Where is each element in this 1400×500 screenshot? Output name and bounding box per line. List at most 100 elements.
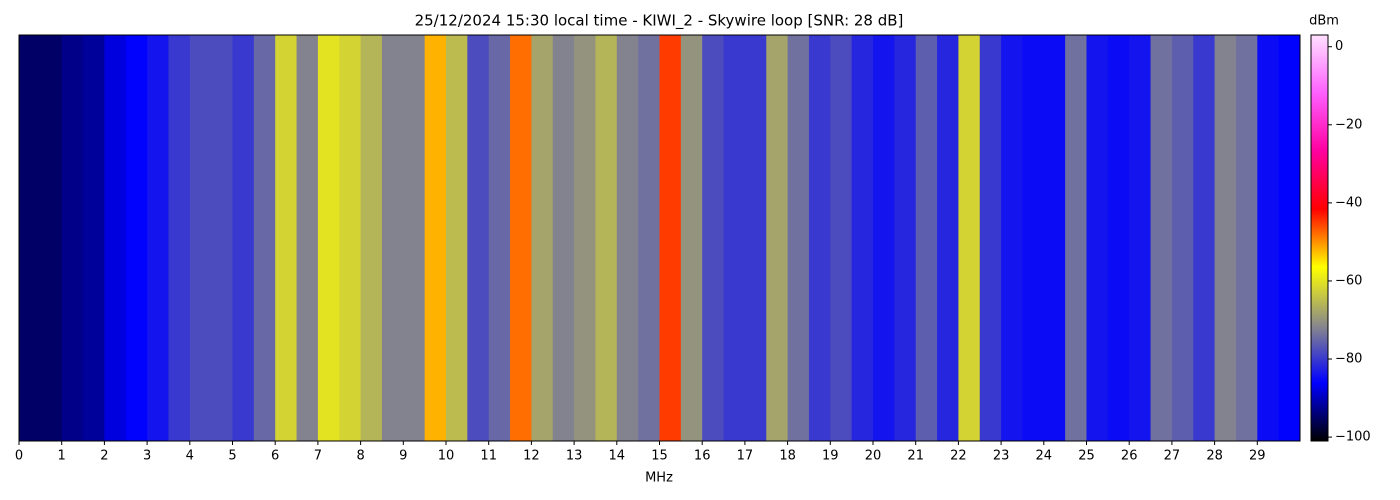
heatmap-cell: [851, 35, 874, 441]
heatmap-cell: [531, 35, 554, 441]
heatmap-cell: [574, 35, 596, 441]
x-tick-label: 27: [1164, 449, 1181, 464]
heatmap-cell: [894, 35, 917, 441]
heatmap-cell: [808, 35, 831, 441]
x-tick-label: 16: [694, 449, 711, 464]
heatmap-cell: [40, 35, 63, 441]
x-tick-label: 18: [779, 449, 796, 464]
x-tick-label: 22: [950, 449, 967, 464]
heatmap-cell: [360, 35, 383, 441]
colorbar-tick-label: −60: [1335, 273, 1362, 288]
colorbar-tick-label: −100: [1335, 430, 1371, 445]
colorbar-label: dBm: [1309, 14, 1339, 29]
heatmap-cell: [467, 35, 490, 441]
heatmap-cell: [937, 35, 959, 441]
heatmap-cell: [125, 35, 148, 441]
heatmap-cell: [1171, 35, 1194, 441]
heatmap-cell: [1257, 35, 1280, 441]
x-tick-label: 21: [907, 449, 924, 464]
x-tick-label: 11: [480, 449, 497, 464]
heatmap-cell: [958, 35, 981, 441]
x-tick-label: 14: [609, 449, 626, 464]
heatmap-cell: [211, 35, 233, 441]
heatmap-cell: [638, 35, 660, 441]
heatmap-cell: [616, 35, 639, 441]
heatmap-cell: [83, 35, 105, 441]
heatmap-cell: [915, 35, 938, 441]
x-tick-label: 8: [356, 449, 364, 464]
heatmap-cell: [1193, 35, 1216, 441]
x-tick-label: 12: [523, 449, 540, 464]
heatmap-cell: [104, 35, 127, 441]
x-tick-label: 19: [822, 449, 839, 464]
x-tick-label: 29: [1249, 449, 1266, 464]
heatmap-cell: [19, 35, 41, 441]
x-tick-label: 9: [399, 449, 407, 464]
colorbar-tick-label: −80: [1335, 352, 1362, 367]
heatmap-cell: [403, 35, 426, 441]
heatmap-cell: [232, 35, 255, 441]
colorbar-tick-label: −40: [1335, 195, 1362, 210]
heatmap-cell: [1235, 35, 1258, 441]
heatmap-cell: [510, 35, 532, 441]
heatmap-cell: [1001, 35, 1023, 441]
heatmap-cell: [275, 35, 298, 441]
chart-title: 25/12/2024 15:30 local time - KIWI_2 - S…: [415, 12, 904, 31]
x-tick-label: 25: [1078, 449, 1095, 464]
x-tick-label: 28: [1206, 449, 1223, 464]
heatmap-cell: [147, 35, 169, 441]
heatmap-cell: [766, 35, 789, 441]
x-tick-label: 7: [314, 449, 322, 464]
heatmap-cell: [253, 35, 276, 441]
x-axis-label: MHz: [645, 471, 673, 486]
heatmap-cell: [1107, 35, 1130, 441]
heatmap-cell: [189, 35, 212, 441]
heatmap-cell: [488, 35, 511, 441]
heatmap-cell: [702, 35, 725, 441]
heatmap-cell: [723, 35, 746, 441]
heatmap-cell: [1150, 35, 1173, 441]
x-tick-label: 3: [143, 449, 151, 464]
heatmap-cell: [830, 35, 853, 441]
heatmap-cell: [595, 35, 618, 441]
x-tick-label: 17: [737, 449, 754, 464]
x-tick-label: 10: [438, 449, 455, 464]
x-tick-label: 23: [993, 449, 1010, 464]
x-tick-label: 2: [100, 449, 108, 464]
heatmap-cell: [168, 35, 191, 441]
heatmap-cell: [339, 35, 362, 441]
heatmap-cell: [296, 35, 319, 441]
heatmap-cell: [61, 35, 84, 441]
heatmap-cell: [1214, 35, 1237, 441]
heatmap-cell: [873, 35, 895, 441]
heatmap-cell: [1278, 35, 1301, 441]
heatmap-cell: [979, 35, 1002, 441]
x-tick-label: 5: [228, 449, 236, 464]
heatmap-cell: [787, 35, 810, 441]
x-tick-label: 6: [271, 449, 279, 464]
heatmap-cell: [659, 35, 682, 441]
heatmap-cell: [317, 35, 340, 441]
colorbar: [1310, 34, 1329, 442]
x-tick-label: 26: [1121, 449, 1138, 464]
heatmap-cell: [1065, 35, 1087, 441]
heatmap-cell: [381, 35, 404, 441]
heatmap-cell: [680, 35, 703, 441]
heatmap-cell: [1022, 35, 1045, 441]
heatmap-cell: [744, 35, 767, 441]
x-tick-label: 4: [186, 449, 194, 464]
x-tick-label: 15: [651, 449, 668, 464]
x-tick-label: 20: [865, 449, 882, 464]
heatmap-cell: [446, 35, 468, 441]
x-tick-label: 13: [566, 449, 583, 464]
heatmap-cell: [552, 35, 575, 441]
x-tick-label: 24: [1036, 449, 1053, 464]
colorbar-tick-label: 0: [1335, 39, 1343, 54]
heatmap-cell: [424, 35, 447, 441]
heatmap-cell: [1129, 35, 1152, 441]
x-tick-label: 1: [58, 449, 66, 464]
heatmap-cell: [1043, 35, 1066, 441]
x-tick-label: 0: [15, 449, 23, 464]
colorbar-tick-label: −20: [1335, 117, 1362, 132]
